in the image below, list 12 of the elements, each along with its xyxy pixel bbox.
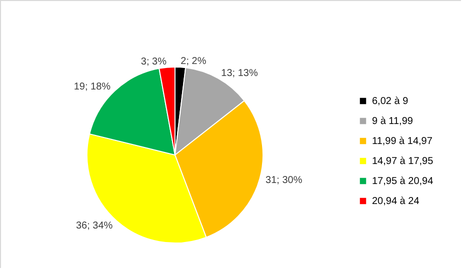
data-label: 2; 2% [180,56,206,68]
legend-label: 6,02 à 9 [372,96,409,107]
data-label: 13; 13% [221,68,258,80]
data-label: 36; 34% [76,220,113,232]
data-label: 31; 30% [266,175,302,186]
legend-label: 17,95 à 20,94 [372,176,434,187]
data-label: 19; 18% [74,82,111,93]
data-label: 3; 3% [140,56,167,68]
legend-label: 14,97 à 17,95 [372,156,434,167]
legend-label: 9 à 11,99 [372,116,414,127]
legend-label: 20,94 à 24 [372,196,420,207]
legend-label: 11,99 à 14,97 [372,136,433,147]
